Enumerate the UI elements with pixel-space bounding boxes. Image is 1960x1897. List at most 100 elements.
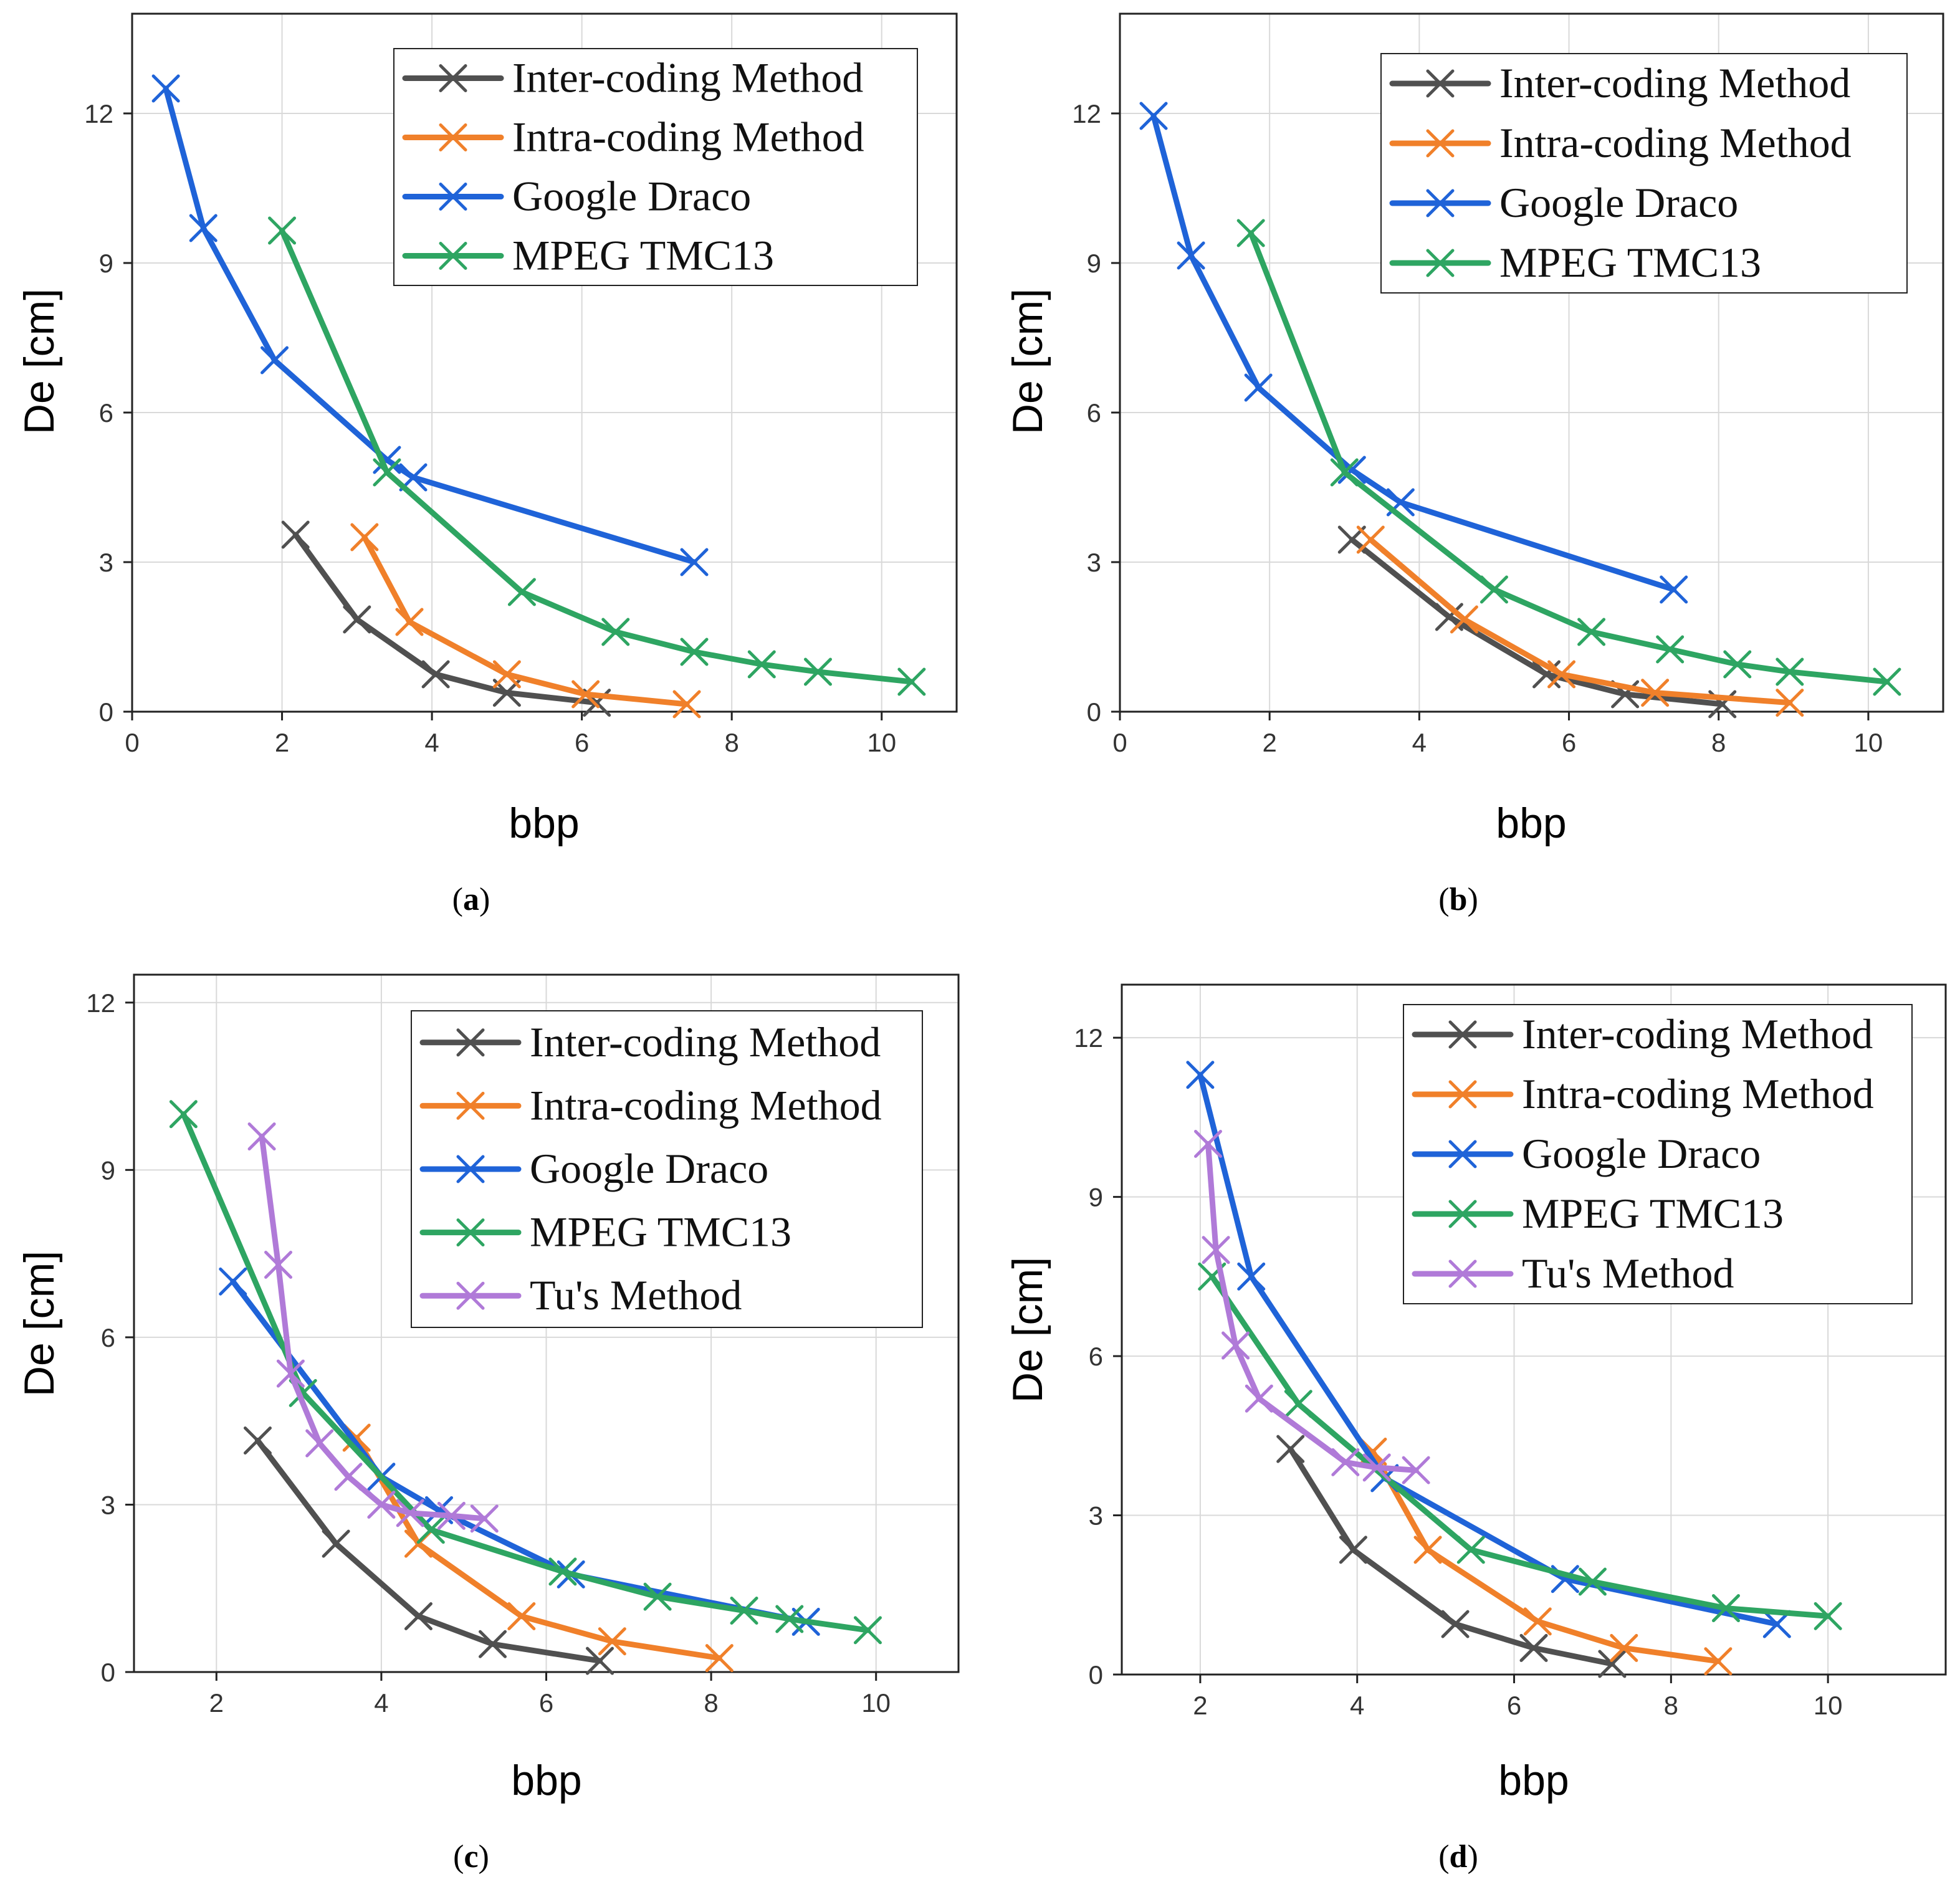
data-point-tu (276, 1359, 305, 1388)
series-line-draco (163, 85, 697, 565)
plot-frame (131, 12, 958, 713)
data-point-intra (598, 1627, 626, 1656)
data-point-draco (680, 548, 709, 576)
legend-marker-draco (456, 1155, 485, 1183)
data-point-tmc13 (1284, 1390, 1312, 1418)
data-point-tmc13 (548, 1557, 577, 1586)
caption-paren-open: ( (453, 1839, 464, 1875)
y-tick-label: 3 (99, 548, 113, 577)
y-axis-title: De [cm] (1004, 289, 1051, 434)
data-point-tmc13 (1456, 1536, 1485, 1564)
caption-paren-open: ( (1438, 882, 1449, 917)
data-point-tmc13 (897, 667, 926, 696)
series-tmc13 (268, 216, 926, 696)
data-point-tu (1402, 1456, 1430, 1484)
data-point-tmc13 (601, 618, 630, 646)
data-point-draco (219, 1267, 247, 1296)
caption-paren-close: ) (479, 882, 490, 917)
y-tick-label: 12 (84, 99, 113, 128)
y-tick-label: 9 (1089, 1183, 1103, 1212)
data-point-intra (1776, 689, 1804, 717)
legend-marker-tmc13 (456, 1218, 485, 1247)
legend-label-inter: Inter-coding Method (1522, 1010, 1873, 1058)
data-point-tmc13 (1330, 458, 1359, 487)
chart-panel-b: 0 2 4 6 8 10 0 3 6 9 12 bbp De [cm] Inter-coding Meth… (1004, 12, 1944, 917)
data-point-inter (1339, 1536, 1367, 1564)
x-tick-label: 4 (374, 1688, 388, 1718)
data-point-tmc13 (1711, 1594, 1740, 1623)
data-point-tmc13 (1776, 657, 1804, 686)
legend-label-tmc13: MPEG TMC13 (1522, 1190, 1784, 1237)
x-tick-label: 10 (1814, 1691, 1843, 1720)
panel-caption: (c) (453, 1839, 489, 1875)
x-tick-label: 4 (424, 728, 439, 757)
legend-label-inter: Inter-coding Method (530, 1018, 881, 1066)
data-point-tu (396, 1499, 424, 1527)
series-inter (1337, 525, 1737, 719)
legend-box (1380, 53, 1908, 294)
x-tick-label: 2 (275, 728, 289, 757)
legend-marker-tu (1448, 1259, 1477, 1288)
data-point-tmc13 (680, 638, 709, 666)
x-axis-title: bbp (1498, 1757, 1569, 1804)
data-point-inter (1598, 1650, 1627, 1678)
data-point-intra (395, 608, 424, 636)
caption-letter: a (463, 882, 479, 917)
data-point-draco (151, 74, 180, 103)
data-point-tu (334, 1463, 363, 1491)
legend-marker-intra (456, 1091, 485, 1120)
data-point-draco (261, 346, 289, 375)
x-tick-label: 0 (1112, 728, 1127, 757)
data-point-tmc13 (853, 1616, 882, 1645)
legend-marker-intra (1426, 129, 1455, 158)
data-point-intra (1413, 1536, 1442, 1564)
plot-frame (1119, 12, 1944, 713)
x-tick-label: 0 (125, 728, 139, 757)
y-tick-label: 12 (86, 988, 115, 1018)
data-point-inter (243, 1426, 272, 1455)
legend-box (393, 48, 918, 286)
y-tick-label: 6 (101, 1323, 115, 1352)
caption-paren-open: ( (1438, 1839, 1449, 1875)
legend-marker-inter (439, 64, 467, 92)
chart-panel-d: 2 4 6 8 10 0 3 6 9 12 bbp De [cm] Inter-coding Metho… (1004, 983, 1947, 1875)
data-point-intra (571, 680, 600, 709)
data-point-tmc13 (1873, 667, 1901, 696)
legend-marker-tmc13 (1448, 1200, 1477, 1228)
legend-label-intra: Intra-coding Method (1499, 119, 1852, 166)
data-point-tmc13 (268, 216, 297, 245)
data-point-tu (437, 1501, 466, 1530)
legend-marker-inter (1448, 1020, 1477, 1049)
series-line-draco (1150, 113, 1677, 593)
legend-label-intra: Intra-coding Method (530, 1081, 882, 1129)
data-point-intra (1610, 1633, 1638, 1662)
data-point-intra (1704, 1647, 1733, 1676)
x-tick-label: 6 (1562, 728, 1576, 757)
data-point-tmc13 (1578, 1567, 1607, 1596)
series-tu (247, 1122, 499, 1533)
caption-letter: b (1450, 882, 1468, 917)
y-tick-label: 0 (101, 1658, 115, 1687)
y-tick-label: 3 (1087, 548, 1101, 577)
data-point-tmc13 (730, 1597, 758, 1625)
data-point-intra (350, 523, 379, 552)
caption-paren-close: ) (1467, 1839, 1478, 1875)
legend-label-tmc13: MPEG TMC13 (530, 1208, 791, 1256)
y-tick-label: 6 (99, 398, 113, 428)
data-point-inter (322, 1529, 350, 1558)
data-point-tu (1362, 1453, 1391, 1482)
data-point-draco (1177, 241, 1205, 270)
x-tick-label: 8 (1664, 1691, 1678, 1720)
data-point-draco (189, 214, 218, 242)
data-point-tu (1202, 1236, 1230, 1264)
data-point-intra (1641, 679, 1670, 707)
caption-paren-close: ) (1467, 882, 1478, 917)
legend-label-tu: Tu's Method (530, 1271, 742, 1319)
panel-caption: (d) (1438, 1839, 1478, 1875)
data-point-tmc13 (373, 458, 401, 487)
legend-label-draco: Google Draco (1499, 179, 1738, 226)
panel-caption: (a) (452, 882, 490, 917)
y-tick-label: 6 (1087, 398, 1101, 428)
x-tick-label: 4 (1350, 1691, 1364, 1720)
